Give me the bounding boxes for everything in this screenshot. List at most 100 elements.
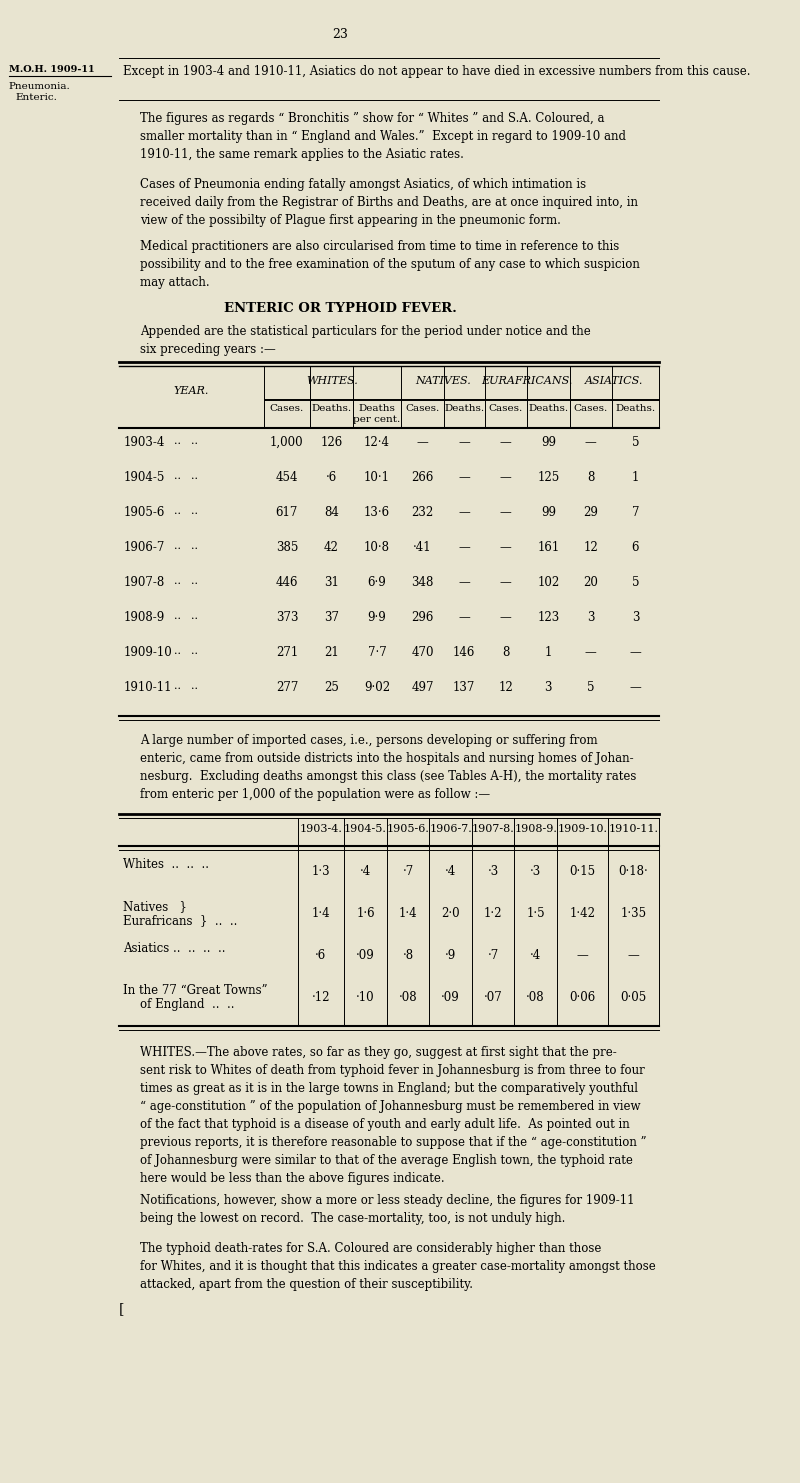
- Text: —: —: [500, 611, 512, 624]
- Text: Asiatics ..  ..  ..  ..: Asiatics .. .. .. ..: [123, 942, 226, 955]
- Text: 29: 29: [583, 506, 598, 519]
- Text: —: —: [458, 472, 470, 483]
- Text: ·09: ·09: [442, 991, 460, 1004]
- Text: ·7: ·7: [402, 865, 414, 878]
- Text: 42: 42: [324, 541, 339, 555]
- Text: —: —: [458, 575, 470, 589]
- Text: Cases.: Cases.: [574, 403, 608, 412]
- Text: 5: 5: [632, 436, 639, 449]
- Text: 1904-5: 1904-5: [123, 472, 165, 483]
- Text: —: —: [500, 472, 512, 483]
- Text: 266: 266: [411, 472, 434, 483]
- Text: ..: ..: [191, 541, 198, 552]
- Text: 1909-10: 1909-10: [123, 647, 172, 658]
- Text: Appended are the statistical particulars for the period under notice and the
six: Appended are the statistical particulars…: [140, 325, 591, 356]
- Text: 0·15: 0·15: [570, 865, 595, 878]
- Text: 8: 8: [502, 647, 510, 658]
- Text: 102: 102: [538, 575, 559, 589]
- Text: ·3: ·3: [487, 865, 498, 878]
- Text: 348: 348: [411, 575, 434, 589]
- Text: ·3: ·3: [530, 865, 542, 878]
- Text: 1903-4.: 1903-4.: [299, 825, 342, 833]
- Text: 446: 446: [276, 575, 298, 589]
- Text: —: —: [500, 575, 512, 589]
- Text: ..: ..: [174, 436, 182, 446]
- Text: 2·0: 2·0: [442, 908, 460, 919]
- Text: 37: 37: [324, 611, 339, 624]
- Text: ..: ..: [191, 575, 198, 586]
- Text: 5: 5: [587, 681, 594, 694]
- Text: A large number of imported cases, i.e., persons developing or suffering from
ent: A large number of imported cases, i.e., …: [140, 734, 637, 801]
- Text: —: —: [500, 436, 512, 449]
- Text: ..: ..: [174, 647, 182, 655]
- Text: 0·05: 0·05: [620, 991, 646, 1004]
- Text: Cases of Pneumonia ending fatally amongst Asiatics, of which intimation is
recei: Cases of Pneumonia ending fatally amongs…: [140, 178, 638, 227]
- Text: Enteric.: Enteric.: [15, 93, 57, 102]
- Text: 7·7: 7·7: [368, 647, 386, 658]
- Text: 99: 99: [541, 506, 556, 519]
- Text: 1·35: 1·35: [620, 908, 646, 919]
- Text: ..: ..: [191, 436, 198, 446]
- Text: 84: 84: [324, 506, 339, 519]
- Text: Natives   }: Natives }: [123, 900, 187, 914]
- Text: 12·4: 12·4: [364, 436, 390, 449]
- Text: 385: 385: [276, 541, 298, 555]
- Text: ·4: ·4: [445, 865, 456, 878]
- Text: 9·9: 9·9: [368, 611, 386, 624]
- Text: [: [: [119, 1302, 124, 1315]
- Text: 21: 21: [324, 647, 339, 658]
- Text: Whites  ..  ..  ..: Whites .. .. ..: [123, 859, 210, 871]
- Text: —: —: [585, 436, 597, 449]
- Text: 1910-11.: 1910-11.: [608, 825, 658, 833]
- Text: —: —: [630, 647, 642, 658]
- Text: 1908-9: 1908-9: [123, 611, 165, 624]
- Text: 6: 6: [632, 541, 639, 555]
- Text: EURAFRICANS.: EURAFRICANS.: [482, 377, 573, 386]
- Text: 137: 137: [453, 681, 475, 694]
- Text: 1·42: 1·42: [570, 908, 595, 919]
- Text: 277: 277: [276, 681, 298, 694]
- Text: Cases.: Cases.: [406, 403, 440, 412]
- Text: 1·4: 1·4: [398, 908, 418, 919]
- Text: —: —: [585, 647, 597, 658]
- Text: —: —: [500, 541, 512, 555]
- Text: ..: ..: [174, 472, 182, 480]
- Text: —: —: [630, 681, 642, 694]
- Text: —: —: [500, 506, 512, 519]
- Text: NATIVES.: NATIVES.: [415, 377, 471, 386]
- Text: 3: 3: [632, 611, 639, 624]
- Text: —: —: [458, 506, 470, 519]
- Text: ..: ..: [191, 611, 198, 621]
- Text: 1906-7: 1906-7: [123, 541, 165, 555]
- Text: 12: 12: [498, 681, 514, 694]
- Text: ·10: ·10: [356, 991, 375, 1004]
- Text: 20: 20: [583, 575, 598, 589]
- Text: 1·4: 1·4: [312, 908, 330, 919]
- Text: 7: 7: [632, 506, 639, 519]
- Text: Eurafricans  }  ..  ..: Eurafricans } .. ..: [123, 914, 238, 927]
- Text: 125: 125: [538, 472, 559, 483]
- Text: 1·6: 1·6: [356, 908, 375, 919]
- Text: —: —: [458, 541, 470, 555]
- Text: ·09: ·09: [356, 949, 375, 962]
- Text: 232: 232: [411, 506, 434, 519]
- Text: Deaths.: Deaths.: [528, 403, 569, 412]
- Text: 1: 1: [545, 647, 552, 658]
- Text: ..: ..: [191, 681, 198, 691]
- Text: ·08: ·08: [398, 991, 418, 1004]
- Text: ..: ..: [174, 506, 182, 516]
- Text: 1·3: 1·3: [312, 865, 330, 878]
- Text: M.O.H. 1909-11: M.O.H. 1909-11: [9, 65, 94, 74]
- Text: ·6: ·6: [326, 472, 337, 483]
- Text: —: —: [417, 436, 429, 449]
- Text: —: —: [627, 949, 639, 962]
- Text: YEAR.: YEAR.: [174, 386, 209, 396]
- Text: 5: 5: [632, 575, 639, 589]
- Text: Deaths
per cent.: Deaths per cent.: [354, 403, 401, 424]
- Text: 25: 25: [324, 681, 339, 694]
- Text: —: —: [577, 949, 588, 962]
- Text: ENTERIC OR TYPHOID FEVER.: ENTERIC OR TYPHOID FEVER.: [224, 303, 457, 314]
- Text: ·8: ·8: [402, 949, 414, 962]
- Text: ..: ..: [174, 541, 182, 552]
- Text: 1905-6.: 1905-6.: [386, 825, 430, 833]
